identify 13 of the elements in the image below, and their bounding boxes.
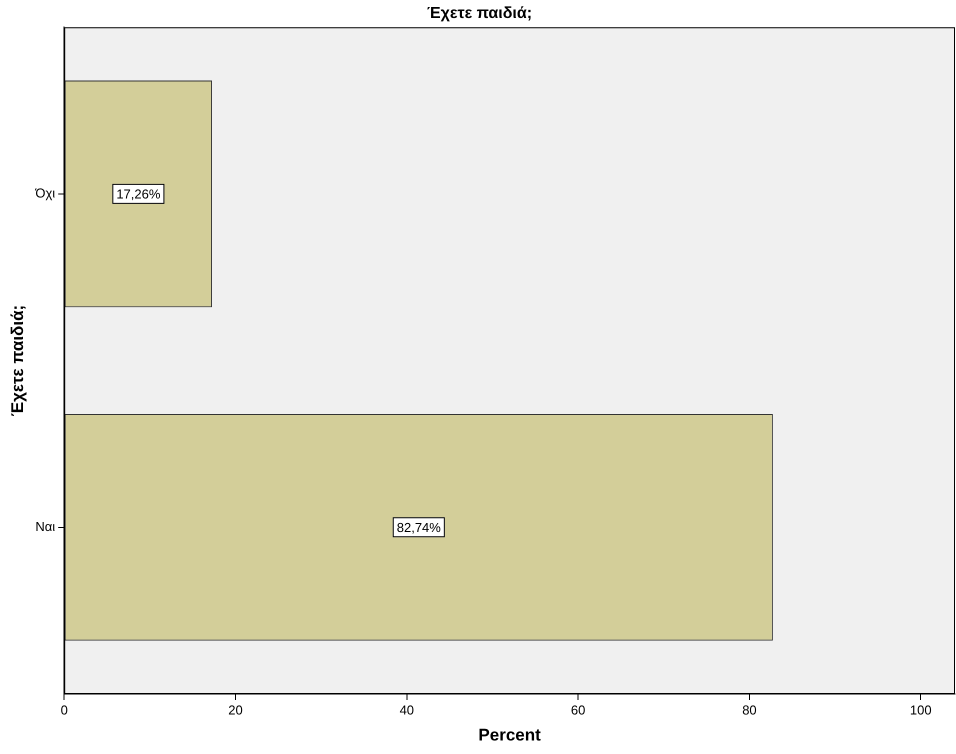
x-axis-title: Percent bbox=[478, 725, 542, 744]
x-tick-label: 0 bbox=[60, 702, 68, 718]
chart-title: Έχετε παιδιά; bbox=[426, 5, 532, 22]
x-tick-label: 20 bbox=[228, 702, 243, 718]
y-axis-title: Έχετε παιδιά; bbox=[8, 304, 27, 416]
data-label: 82,74% bbox=[396, 520, 442, 535]
x-tick-label: 80 bbox=[742, 702, 757, 718]
data-label: 17,26% bbox=[116, 186, 161, 202]
x-tick-label: 100 bbox=[910, 702, 932, 718]
x-tick-label: 40 bbox=[400, 702, 414, 718]
y-tick-label: Όχι bbox=[34, 185, 56, 200]
y-tick-label: Ναι bbox=[35, 518, 56, 534]
x-tick-label: 60 bbox=[570, 702, 586, 718]
